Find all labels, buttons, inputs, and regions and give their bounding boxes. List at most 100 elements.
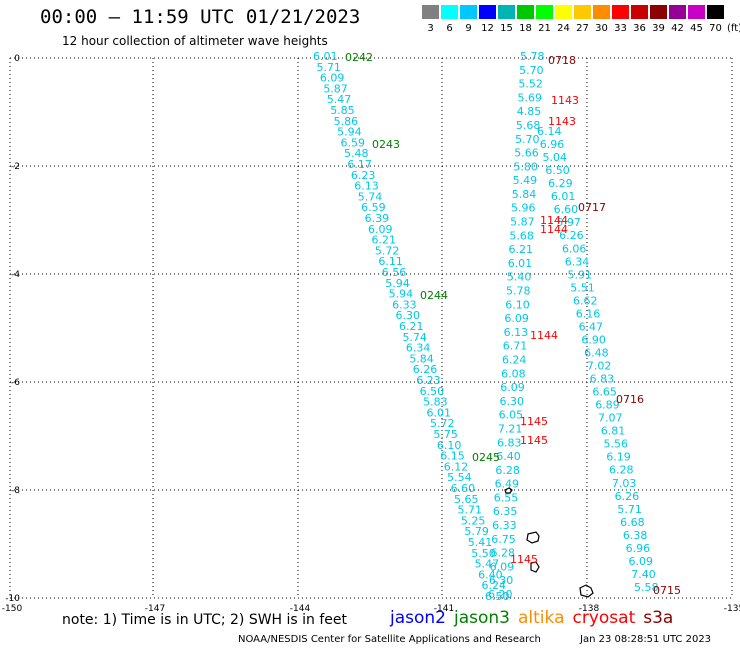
wave-height-label: 6.48 — [584, 346, 609, 359]
lat-label: -2 — [11, 162, 20, 172]
wave-height-label: 6.13 — [354, 180, 379, 193]
color-scale-label: 30 — [595, 23, 608, 34]
wave-height-label: 5.94 — [389, 288, 414, 301]
color-swatch — [479, 5, 496, 19]
pass-time-label: 1143 — [551, 94, 579, 107]
legend-item: cryosat — [572, 608, 636, 628]
wave-height-label: 6.30 — [499, 395, 524, 408]
footer-note: note: 1) Time is in UTC; 2) SWH is in fe… — [62, 612, 348, 628]
wave-height-label: 6.55 — [494, 491, 519, 504]
wave-height-label: 5.25 — [461, 514, 486, 527]
wave-height-label: 5.87 — [323, 82, 348, 95]
wave-height-label: 5.79 — [464, 525, 489, 538]
wave-height-label: 6.50 — [485, 590, 510, 603]
wave-height-label: 6.38 — [623, 529, 648, 542]
color-scale-label: 3 — [427, 23, 434, 34]
wave-height-label: 6.26 — [413, 363, 438, 376]
color-swatch — [536, 5, 553, 19]
pass-time-label: 1145 — [510, 553, 538, 566]
wave-height-label: 6.28 — [490, 547, 515, 560]
wave-height-label: 6.50 — [420, 385, 445, 398]
wave-height-label: 5.96 — [511, 202, 536, 215]
wave-height-label: 6.10 — [437, 439, 462, 452]
wave-height-label: 6.29 — [548, 177, 573, 190]
wave-height-label: 6.09 — [320, 72, 345, 85]
wave-height-label: 6.35 — [493, 505, 518, 518]
color-swatch — [593, 5, 610, 19]
island-outline — [526, 531, 540, 544]
legend-item: jason2 — [390, 608, 446, 628]
color-swatch — [688, 5, 705, 19]
wave-height-label: 5.97 — [556, 216, 581, 229]
wave-height-label: 6.81 — [601, 425, 626, 438]
wave-height-label: 5.52 — [518, 78, 543, 91]
wave-height-label: 5.87 — [510, 216, 534, 229]
lon-label: -150 — [2, 604, 23, 614]
grid-lines — [9, 57, 733, 599]
wave-height-label: 5.48 — [344, 147, 369, 160]
wave-height-label: 6.09 — [628, 555, 653, 568]
wave-height-label: 5.84 — [409, 352, 434, 365]
wave-height-label: 5.65 — [454, 493, 479, 506]
wave-height-label: 5.71 — [457, 504, 482, 517]
lon-label: -147 — [145, 604, 165, 614]
pass-time-label: 1145 — [520, 434, 548, 447]
color-swatch — [574, 5, 591, 19]
wave-height-label: 6.21 — [509, 243, 534, 256]
wave-height-label: 5.50 — [471, 547, 496, 560]
wave-height-label: 6.71 — [503, 340, 528, 353]
wave-height-label: 6.96 — [540, 138, 565, 151]
lat-label: 0 — [14, 54, 20, 64]
wave-height-label: 6.83 — [590, 373, 615, 386]
lat-label: -6 — [11, 378, 20, 388]
wave-height-label: 5.40 — [507, 271, 532, 284]
color-swatch — [707, 5, 724, 19]
color-swatch — [555, 5, 572, 19]
wave-height-label: 6.23 — [351, 169, 376, 182]
pass-time-label: 0242 — [345, 51, 373, 64]
wave-height-label: 5.49 — [513, 174, 538, 187]
wave-height-label: 6.09 — [504, 312, 529, 325]
color-scale-label: 42 — [671, 23, 684, 34]
wave-height-label: 5.94 — [337, 126, 362, 139]
color-swatch — [460, 5, 477, 19]
color-swatch — [498, 5, 515, 19]
island-outline — [530, 561, 540, 573]
wave-height-label: 5.74 — [358, 190, 383, 203]
lon-label: -141 — [434, 604, 454, 614]
pass-time-label: 1143 — [548, 115, 576, 128]
wave-height-label: 6.33 — [492, 519, 516, 532]
color-scale-label: 27 — [576, 23, 589, 34]
chart-title: 00:00 – 11:59 UTC 01/21/2023 — [40, 6, 361, 28]
wave-height-label: 5.68 — [509, 229, 534, 242]
pass-time-label: 0715 — [653, 584, 681, 597]
pass-time-labels: 0242024302440245071811431143071711441144… — [345, 51, 681, 597]
legend-item: jason3 — [454, 608, 510, 628]
wave-height-label: 6.59 — [341, 136, 366, 149]
wave-height-label: 4.85 — [517, 105, 542, 118]
wave-height-label: 6.09 — [490, 560, 514, 573]
lon-label: -144 — [290, 604, 311, 614]
wave-height-label: 6.65 — [592, 386, 617, 399]
wave-height-label: 5.84 — [512, 188, 537, 201]
wave-height-label: 6.40 — [478, 568, 503, 581]
color-swatch — [612, 5, 629, 19]
color-scale-label: (ft) — [726, 23, 740, 34]
wave-height-label: 6.19 — [606, 451, 631, 464]
wave-height-label: 6.28 — [495, 464, 520, 477]
wave-height-label: 6.17 — [347, 158, 372, 171]
wave-height-label: 5.83 — [423, 396, 448, 409]
color-swatch — [441, 5, 458, 19]
wave-height-label: 6.49 — [495, 478, 519, 491]
color-swatch — [650, 5, 667, 19]
pass-time-label: 0718 — [548, 54, 576, 67]
wave-height-label: 6.23 — [416, 374, 441, 387]
wave-height-label: 7.07 — [598, 412, 623, 425]
pass-time-label: 0243 — [372, 138, 400, 151]
lat-label: -4 — [11, 270, 20, 280]
pass-time-label: 1144 — [540, 214, 568, 227]
wave-height-label: 6.47 — [579, 320, 604, 333]
wave-height-label: 5.04 — [543, 151, 568, 164]
wave-height-label: 6.96 — [626, 542, 651, 555]
